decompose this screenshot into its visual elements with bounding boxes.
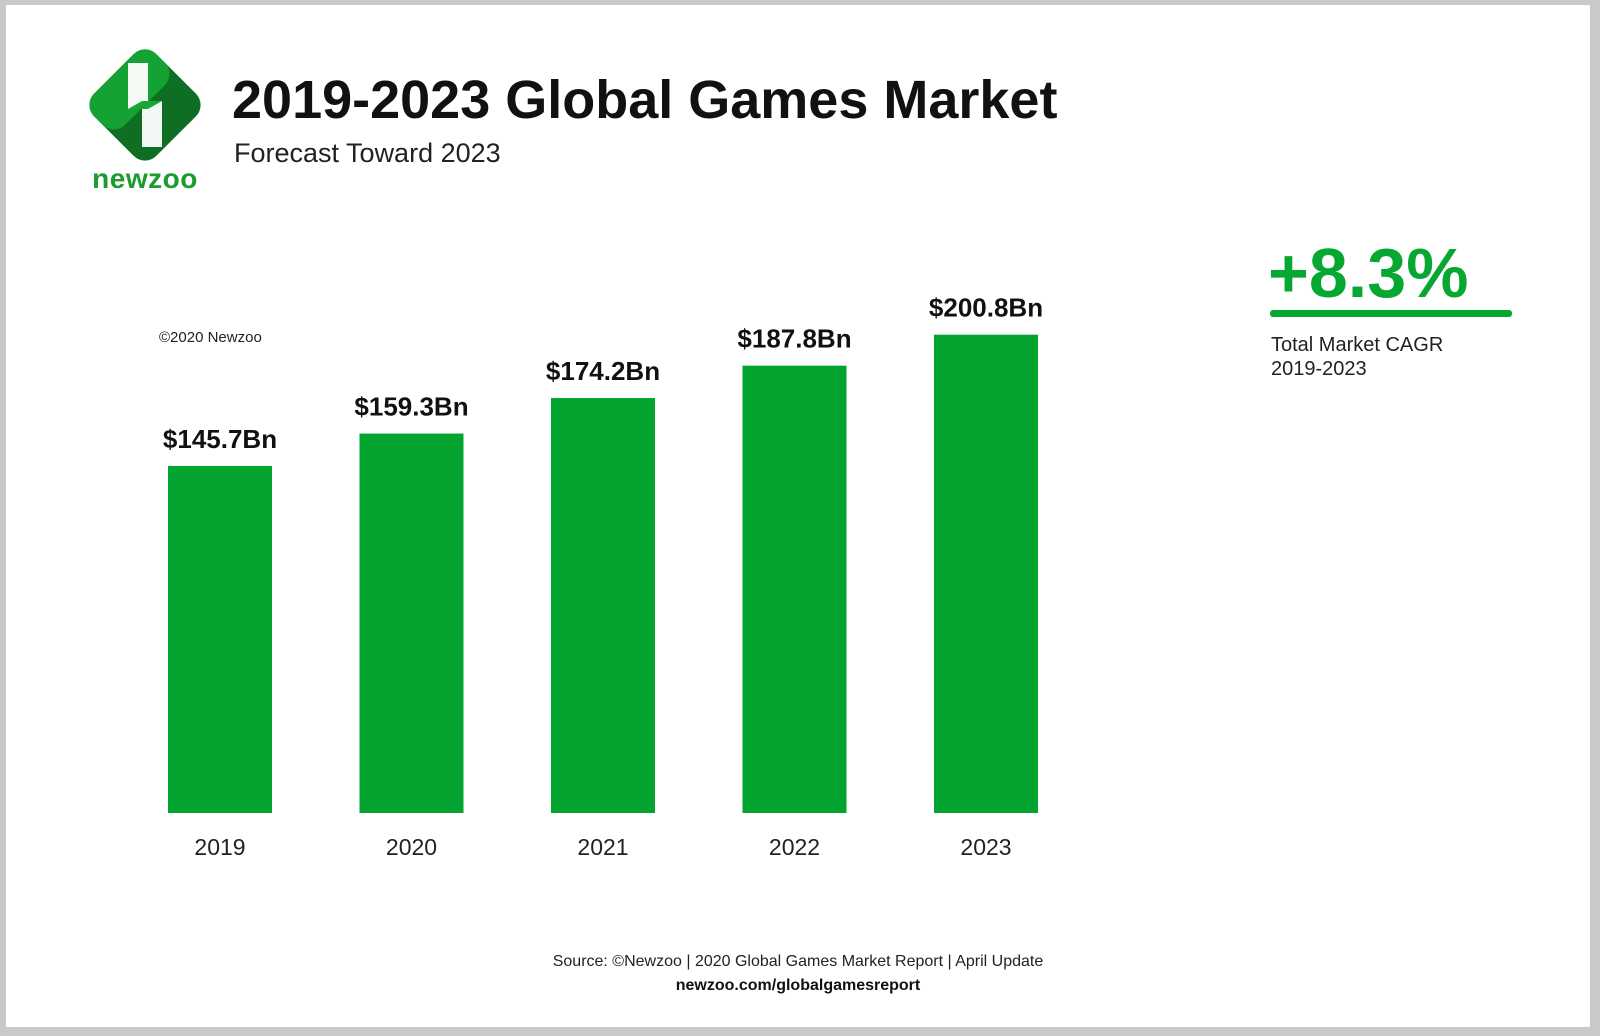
cagr-label-line1: Total Market CAGR	[1271, 334, 1444, 356]
chart-canvas: newzoo 2019-2023 Global Games Market For…	[6, 5, 1590, 1027]
x-tick-2021: 2021	[577, 834, 628, 860]
data-label-2019: $145.7Bn	[163, 424, 277, 454]
source-note: Source: ©Newzoo | 2020 Global Games Mark…	[552, 953, 1044, 970]
copyright-note: ©2020 Newzoo	[159, 329, 262, 346]
cagr-value: +8.3%	[1268, 234, 1469, 312]
x-tick-2023: 2023	[960, 834, 1011, 860]
cagr-underline	[1270, 310, 1512, 317]
source-link[interactable]: newzoo.com/globalgamesreport	[675, 977, 921, 994]
x-tick-2022: 2022	[769, 834, 820, 860]
chart-title: 2019-2023 Global Games Market	[232, 70, 1058, 130]
chart-subtitle: Forecast Toward 2023	[234, 138, 501, 168]
bar-chart: $145.7Bn 2019 $159.3Bn 2020 $174.2Bn 2021 $187…	[163, 293, 1043, 860]
bar-2019	[168, 465, 272, 813]
bar-2020	[359, 433, 464, 813]
newzoo-logo-icon	[89, 49, 201, 161]
data-label-2020: $159.3Bn	[354, 392, 468, 422]
bar-2021	[551, 398, 655, 813]
x-tick-2020: 2020	[386, 834, 437, 860]
x-tick-2019: 2019	[194, 834, 245, 860]
data-label-2021: $174.2Bn	[546, 356, 660, 386]
cagr-label-line2: 2019-2023	[1271, 358, 1367, 380]
bar-2023	[934, 334, 1038, 813]
bar-2022	[742, 365, 847, 813]
data-label-2023: $200.8Bn	[929, 293, 1043, 323]
logo-wordmark: newzoo	[92, 163, 198, 194]
data-label-2022: $187.8Bn	[737, 324, 851, 354]
cagr-label: Total Market CAGR 2019-2023	[1271, 333, 1443, 381]
